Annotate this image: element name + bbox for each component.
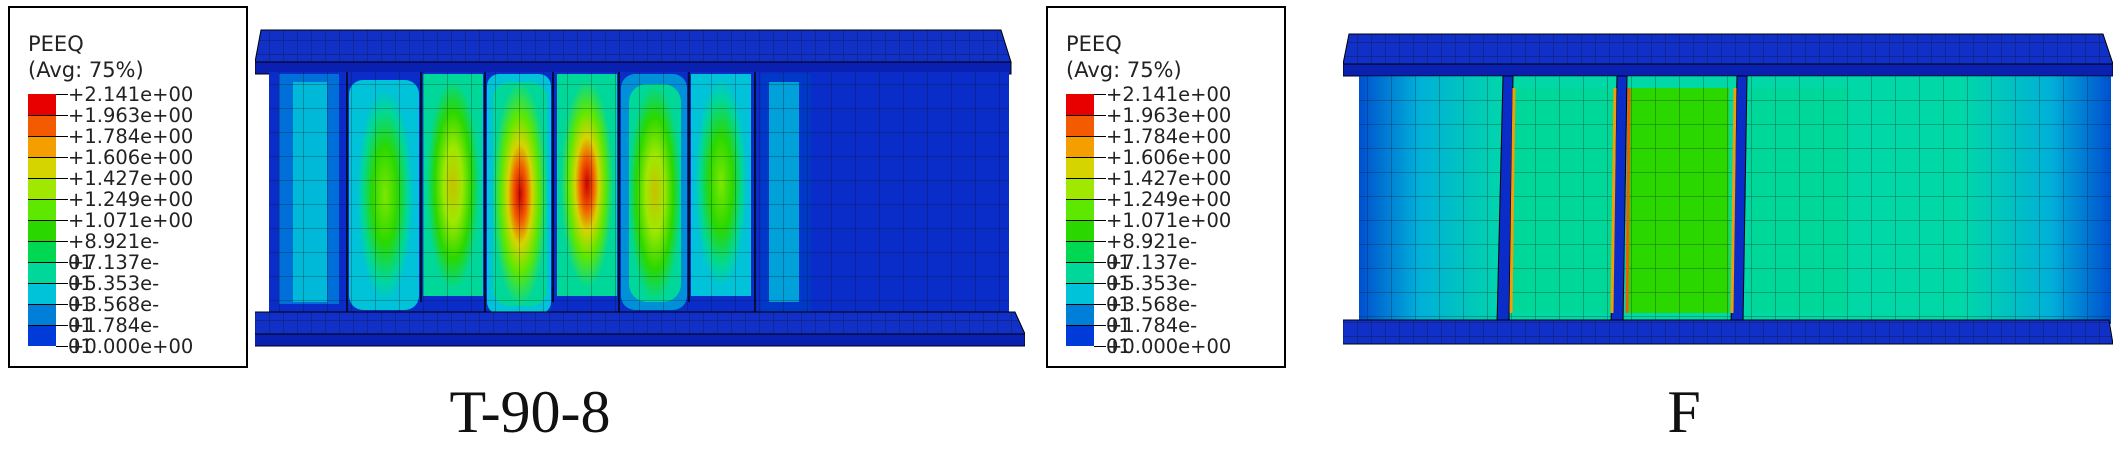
legend-level-label: +5.353e-01	[1106, 272, 1198, 316]
contour-legend: PEEQ (Avg: 75%) +2.141e+00 +1.963e+00 +1.7…	[8, 6, 248, 368]
legend-tick	[56, 220, 68, 221]
panel-caption: F	[1667, 379, 1701, 445]
legend-tick	[1094, 178, 1106, 179]
legend-swatch	[1066, 94, 1094, 115]
legend-level-label: +1.427e+00	[1106, 167, 1232, 190]
legend-level-label: +0.000e+00	[68, 335, 194, 358]
legend-swatch	[1066, 115, 1094, 136]
legend-tick	[1094, 241, 1106, 242]
legend-level-label: +1.784e+00	[68, 125, 194, 148]
legend-variable: PEEQ	[28, 32, 84, 56]
legend-tick	[56, 262, 68, 263]
legend-level-label: +3.568e-01	[1106, 293, 1198, 337]
legend-level-label: +0.000e+00	[1106, 335, 1232, 358]
legend-swatch	[28, 325, 56, 346]
legend-swatch	[1066, 157, 1094, 178]
legend-tick	[56, 157, 68, 158]
legend-color-bar	[28, 94, 56, 346]
legend-tick	[56, 178, 68, 179]
legend-tick	[56, 199, 68, 200]
legend-tick	[1094, 94, 1106, 95]
contour-legend: PEEQ (Avg: 75%) +2.141e+00 +1.963e+00 +1.7…	[1046, 6, 1286, 368]
legend-tick	[56, 136, 68, 137]
legend-swatch	[1066, 220, 1094, 241]
legend-level-label: +1.071e+00	[68, 209, 194, 232]
legend-swatch	[28, 304, 56, 325]
legend-swatch	[1066, 178, 1094, 199]
legend-swatch	[28, 178, 56, 199]
panel-f: PEEQ (Avg: 75%) +2.141e+00 +1.963e+00 +1.7…	[1046, 0, 2118, 449]
legend-tick	[56, 304, 68, 305]
legend-level-label: +8.921e-01	[1106, 230, 1198, 274]
legend-swatch	[28, 115, 56, 136]
legend-swatch	[1066, 262, 1094, 283]
legend-tick	[1094, 283, 1106, 284]
legend-tick	[1094, 346, 1106, 347]
legend-level-label: +1.249e+00	[68, 188, 194, 211]
legend-swatch	[1066, 325, 1094, 346]
legend-level-label: +1.784e-01	[68, 314, 160, 358]
legend-swatch	[28, 136, 56, 157]
legend-level-label: +1.249e+00	[1106, 188, 1232, 211]
legend-level-label: +1.963e+00	[1106, 104, 1232, 127]
fe-model-t-90-8	[255, 29, 1025, 347]
legend-level-label: +1.963e+00	[68, 104, 194, 127]
legend-level-label: +1.784e-01	[1106, 314, 1198, 358]
legend-tick	[1094, 325, 1106, 326]
panel-caption: T-90-8	[449, 379, 611, 445]
legend-swatch	[1066, 136, 1094, 157]
legend-tick	[56, 241, 68, 242]
legend-swatch	[28, 220, 56, 241]
legend-level-label: +3.568e-01	[68, 293, 160, 337]
legend-tick	[56, 283, 68, 284]
legend-tick	[1094, 220, 1106, 221]
legend-swatch	[28, 262, 56, 283]
legend-level-label: +1.784e+00	[1106, 125, 1232, 148]
legend-swatch	[1066, 241, 1094, 262]
legend-swatch	[1066, 283, 1094, 304]
legend-swatch	[28, 241, 56, 262]
legend-swatch	[1066, 199, 1094, 220]
legend-averaging: (Avg: 75%)	[28, 58, 144, 82]
legend-level-label: +2.141e+00	[68, 83, 194, 106]
legend-tick	[56, 346, 68, 347]
legend-level-label: +1.427e+00	[68, 167, 194, 190]
legend-level-label: +1.606e+00	[68, 146, 194, 169]
legend-tick	[1094, 199, 1106, 200]
legend-tick	[1094, 304, 1106, 305]
legend-tick	[56, 325, 68, 326]
legend-tick	[56, 94, 68, 95]
legend-color-bar	[1066, 94, 1094, 346]
legend-swatch	[28, 283, 56, 304]
fe-model-f	[1343, 33, 2113, 345]
legend-tick	[1094, 262, 1106, 263]
legend-swatch	[1066, 304, 1094, 325]
legend-tick	[1094, 136, 1106, 137]
legend-level-label: +1.071e+00	[1106, 209, 1232, 232]
legend-level-label: +1.606e+00	[1106, 146, 1232, 169]
legend-swatch	[28, 199, 56, 220]
legend-tick	[1094, 157, 1106, 158]
legend-swatch	[28, 94, 56, 115]
legend-tick	[1094, 115, 1106, 116]
legend-variable: PEEQ	[1066, 32, 1122, 56]
panel-t-90-8: PEEQ (Avg: 75%) +2.141e+00 +1.963e+00 +1.7…	[8, 6, 1025, 445]
legend-tick	[56, 115, 68, 116]
legend-averaging: (Avg: 75%)	[1066, 58, 1182, 82]
legend-swatch	[28, 157, 56, 178]
legend-level-label: +2.141e+00	[1106, 83, 1232, 106]
legend-level-label: +8.921e-01	[68, 230, 160, 274]
legend-level-label: +7.137e-01	[68, 251, 160, 295]
legend-level-label: +7.137e-01	[1106, 251, 1198, 295]
legend-level-label: +5.353e-01	[68, 272, 160, 316]
